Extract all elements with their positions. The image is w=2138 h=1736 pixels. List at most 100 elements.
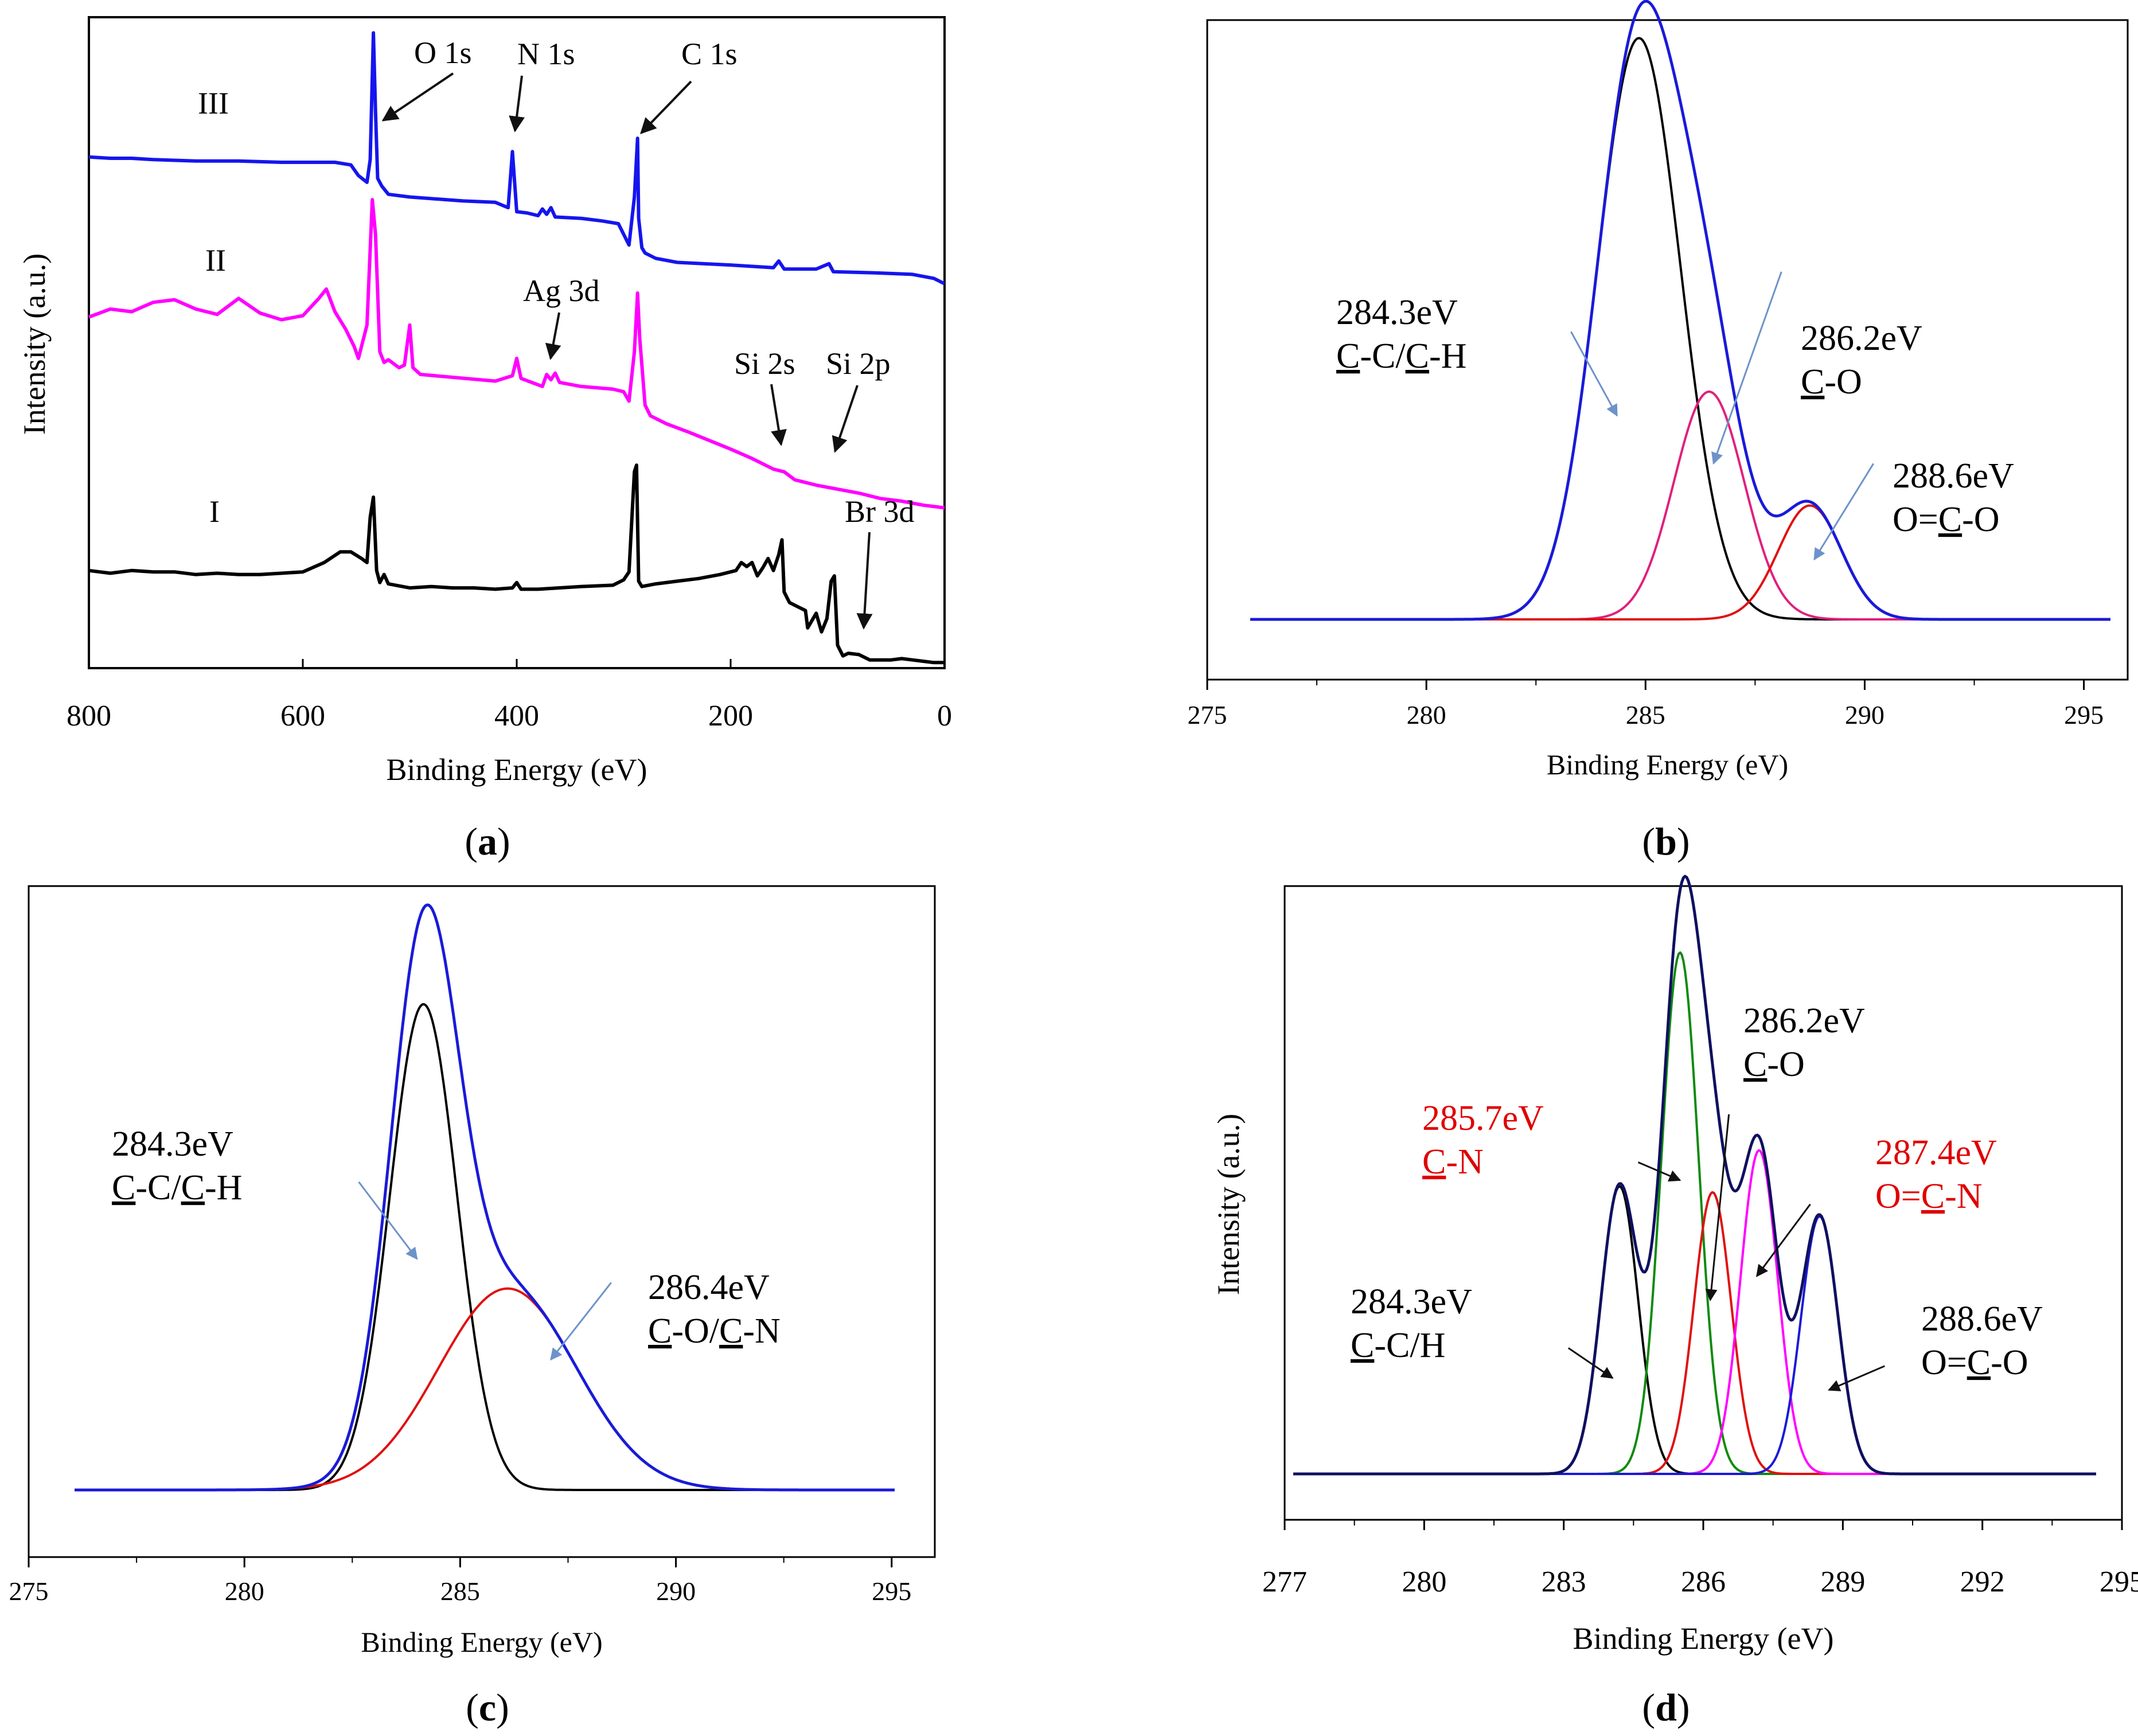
panel-caption-letter-d: d [1655, 1686, 1677, 1729]
peak-arrow-d-2 [1705, 1114, 1730, 1302]
peak-label-assignment-d-1: C-N [1422, 1142, 1484, 1181]
x-axis-label-c: Binding Energy (eV) [361, 1626, 602, 1658]
peak-label-char-d-3: - [1945, 1177, 1957, 1216]
peak-label-char-c-1: N [755, 1312, 781, 1351]
peak-label-char-c-1: C [719, 1312, 743, 1351]
peak-label-char-d-2: - [1767, 1045, 1779, 1084]
x-tick-label-a-0: 800 [67, 700, 111, 732]
peak-label-char-d-2: C [1743, 1045, 1767, 1084]
peak-label-assignment-d-2: C-O [1743, 1045, 1805, 1084]
x-tick-label-d-0: 277 [1262, 1566, 1307, 1598]
peak-arrow-b-2 [1813, 463, 1874, 561]
peak-label-char-b-0: H [1441, 337, 1467, 376]
x-axis-label-d: Binding Energy (eV) [1573, 1621, 1834, 1656]
peak-arrow-d-0 [1567, 1347, 1614, 1379]
peak-label-char-d-3: = [1901, 1177, 1921, 1216]
peak-label-char-b-0: / [1395, 337, 1406, 376]
survey-annotation-4: N 1s [517, 37, 575, 71]
peak-label-energy-d-4: 288.6eV [1921, 1300, 2043, 1339]
fit-curve-d-5 [1293, 875, 2096, 1476]
peak-label-char-b-0: - [1360, 337, 1372, 376]
peak-label-char-c-0: C [112, 1168, 135, 1207]
survey-arrow-7 [770, 384, 787, 446]
peak-label-char-d-1: C [1422, 1142, 1446, 1181]
peak-arrow-c-0 [358, 1181, 418, 1260]
peak-label-char-c-1: C [648, 1312, 672, 1351]
peak-label-char-d-3: C [1921, 1177, 1945, 1216]
survey-annotation-1: II [205, 243, 226, 278]
x-tick-label-d-6: 295 [2100, 1566, 2138, 1598]
survey-arrow-5 [640, 80, 692, 135]
survey-annotation-5: C 1s [681, 37, 738, 71]
peak-label-char-d-2: O [1779, 1045, 1805, 1084]
y-axis-label-d: Intensity (a.u.) [1211, 1114, 1246, 1295]
x-tick-label-d-3: 286 [1681, 1566, 1726, 1598]
peak-label-char-b-2: C [1938, 500, 1962, 539]
peak-label-char-d-3: N [1957, 1177, 1983, 1216]
x-tick-label-b-2: 285 [1626, 700, 1665, 729]
peak-label-char-d-1: N [1458, 1142, 1484, 1181]
peak-label-energy-b-1: 286.2eV [1801, 319, 1922, 358]
panel-caption-letter-a: a [478, 820, 497, 863]
x-tick-label-d-4: 289 [1820, 1566, 1865, 1598]
peak-label-char-d-3: O [1875, 1177, 1901, 1216]
peak-label-char-d-4: - [1991, 1343, 2003, 1382]
peak-label-char-b-2: = [1918, 500, 1938, 539]
x-tick-label-c-0: 275 [9, 1577, 49, 1606]
x-tick-label-b-4: 295 [2064, 700, 2104, 729]
peak-label-assignment-b-1: C-O [1801, 362, 1862, 401]
fit-curve-c-2 [75, 903, 895, 1492]
x-tick-label-a-2: 400 [494, 700, 539, 732]
x-tick-label-c-4: 295 [872, 1577, 911, 1606]
survey-series-III [88, 31, 946, 286]
peak-label-assignment-b-0: C-C/C-H [1336, 337, 1466, 376]
panel-caption-a: (a) [465, 820, 510, 863]
survey-arrow-3 [381, 72, 454, 122]
panel-caption-c: (c) [466, 1686, 509, 1729]
peak-arrow-c-1 [550, 1282, 612, 1361]
peak-label-char-b-1: C [1801, 362, 1824, 401]
y-axis-label-a: Intensity (a.u.) [17, 253, 52, 435]
survey-arrow-9 [856, 532, 873, 630]
peak-label-assignment-c-1: C-O/C-N [648, 1312, 781, 1351]
peak-label-char-d-4: O [2003, 1343, 2028, 1382]
survey-annotation-3: O 1s [414, 36, 472, 70]
peak-label-char-d-4: O [1921, 1343, 1947, 1382]
panel-caption-letter-c: c [479, 1686, 496, 1729]
peak-label-char-b-1: - [1824, 362, 1836, 401]
peak-label-assignment-b-2: O=C-O [1893, 500, 2000, 539]
x-tick-label-c-1: 280 [225, 1577, 264, 1606]
peak-label-assignment-d-0: C-C/H [1351, 1326, 1445, 1365]
peak-arrow-d-4 [1828, 1365, 1885, 1391]
peak-label-char-c-1: / [709, 1312, 720, 1351]
x-tick-label-c-2: 285 [440, 1577, 480, 1606]
x-tick-label-d-5: 292 [1960, 1566, 2005, 1598]
panel-caption-b: (b) [1642, 820, 1690, 863]
peak-label-char-c-0: H [217, 1168, 243, 1207]
survey-annotation-9: Br 3d [845, 494, 915, 529]
peak-label-energy-d-2: 286.2eV [1743, 1001, 1865, 1040]
survey-arrow-6 [545, 312, 561, 360]
peak-label-char-d-0: C [1351, 1326, 1374, 1365]
peak-label-char-b-0: C [1406, 337, 1429, 376]
x-tick-label-d-2: 283 [1542, 1566, 1586, 1598]
survey-annotation-7: Si 2s [734, 346, 795, 381]
peak-label-char-b-2: - [1962, 500, 1974, 539]
peak-label-char-d-4: C [1967, 1343, 1991, 1382]
peak-label-char-b-2: O [1974, 500, 2000, 539]
peak-label-energy-b-2: 288.6eV [1893, 457, 2014, 496]
fit-curve-c-0 [75, 1003, 895, 1491]
x-tick-label-a-4: 0 [937, 700, 952, 732]
peak-label-char-d-0: C [1386, 1326, 1410, 1365]
peak-label-char-c-0: C [181, 1168, 205, 1207]
peak-label-energy-d-1: 285.7eV [1422, 1099, 1544, 1138]
survey-arrow-4 [509, 75, 525, 132]
peak-label-char-b-2: O [1893, 500, 1918, 539]
peak-label-char-c-0: - [135, 1168, 147, 1207]
peak-label-energy-d-0: 284.3eV [1351, 1282, 1472, 1321]
survey-annotation-8: Si 2p [826, 346, 891, 381]
peak-label-energy-d-3: 287.4eV [1875, 1133, 1997, 1172]
peak-label-assignment-c-0: C-C/C-H [112, 1168, 242, 1207]
x-tick-label-b-1: 280 [1407, 700, 1446, 729]
plot-frame-c [28, 885, 936, 1558]
